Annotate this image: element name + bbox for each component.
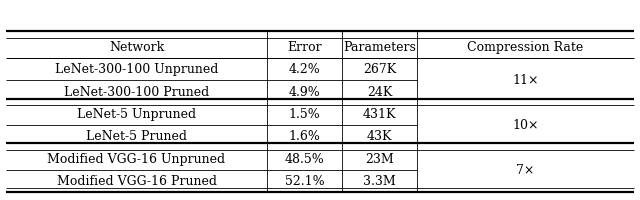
Text: LeNet-5 Unpruned: LeNet-5 Unpruned: [77, 108, 196, 120]
Text: 43K: 43K: [367, 130, 392, 143]
Text: 48.5%: 48.5%: [284, 152, 324, 165]
Text: 1.6%: 1.6%: [289, 130, 320, 143]
Text: Modified VGG-16 Unpruned: Modified VGG-16 Unpruned: [47, 152, 226, 165]
Text: Parameters: Parameters: [343, 41, 416, 54]
Text: Network: Network: [109, 41, 164, 54]
Text: Compression Rate: Compression Rate: [467, 41, 584, 54]
Text: 10×: 10×: [512, 119, 539, 132]
Text: LeNet-5 Pruned: LeNet-5 Pruned: [86, 130, 187, 143]
Text: 4.9%: 4.9%: [289, 85, 320, 98]
Text: 7×: 7×: [516, 163, 534, 176]
Text: 11×: 11×: [512, 74, 539, 87]
Text: 3.3M: 3.3M: [364, 174, 396, 187]
Text: 24K: 24K: [367, 85, 392, 98]
Text: Modified VGG-16 Pruned: Modified VGG-16 Pruned: [56, 174, 216, 187]
Text: 267K: 267K: [363, 63, 396, 76]
Text: LeNet-300-100 Pruned: LeNet-300-100 Pruned: [64, 85, 209, 98]
Text: 4.2%: 4.2%: [289, 63, 320, 76]
Text: 52.1%: 52.1%: [285, 174, 324, 187]
Text: LeNet-300-100 Unpruned: LeNet-300-100 Unpruned: [55, 63, 218, 76]
Text: 1.5%: 1.5%: [289, 108, 320, 120]
Text: Error: Error: [287, 41, 322, 54]
Text: 23M: 23M: [365, 152, 394, 165]
Text: 431K: 431K: [363, 108, 396, 120]
